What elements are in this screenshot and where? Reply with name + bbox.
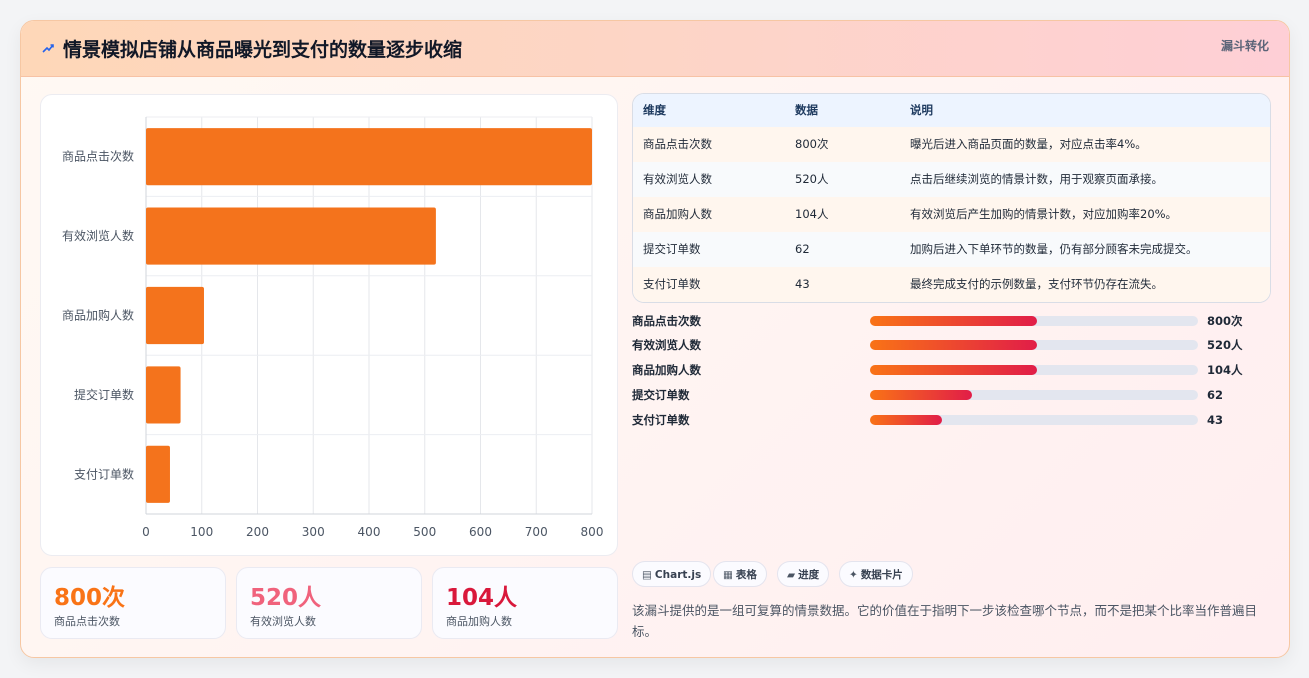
chip-chartjs[interactable]: ▤ Chart.js [632, 561, 712, 587]
progress-fill [870, 390, 972, 400]
progress-label: 商品点击次数 [632, 314, 701, 328]
table-cell: 加购后进入下单环节的数量，仍有部分顾客未完成提交。 [910, 242, 1198, 256]
table-cell: 62 [795, 242, 810, 256]
summary-note: 该漏斗提供的是一组可复算的情景数据。它的价值在于指明下一步该检查哪个节点，而不是… [632, 603, 1258, 639]
table-cell: 43 [795, 277, 810, 291]
table-cell: 最终完成支付的示例数量，支付环节仍存在流失。 [910, 277, 1163, 291]
category-label: 提交订单数 [74, 387, 134, 402]
page-title: 情景模拟店铺从商品曝光到支付的数量逐步收缩 [63, 39, 463, 61]
chip-label: 数据卡片 [860, 569, 903, 581]
bar-chart: 商品点击次数 有效浏览人数 商品加购人数提交订单数支付订单数 0 100 200 300 40… [40, 94, 618, 556]
stat-label: 有效浏览人数 [250, 615, 316, 628]
category-label: 有效浏览人数 [62, 228, 134, 243]
bar [146, 366, 181, 424]
progress-value: 104人 [1207, 363, 1243, 377]
bar [146, 286, 204, 345]
progress-fill [870, 365, 1038, 375]
sparkle-icon: ✦ [849, 569, 858, 581]
stat-value: 800次 [54, 585, 126, 611]
chip-progress[interactable]: ▰ 进度 [777, 561, 830, 587]
funnel-card: 情景模拟店铺从商品曝光到支付的数量逐步收缩 漏斗转化 商品点击次数 有效浏览人数商… [20, 20, 1290, 658]
progress-row: 提交订单数 62 [632, 386, 1272, 404]
progress-row: 有效浏览人数 520人 [632, 336, 1272, 354]
stat-label: 商品点击次数 [54, 615, 120, 628]
table-cell: 曝光后进入商品页面的数量，对应点击率4%。 [910, 137, 1147, 151]
x-tick-label: 100 [190, 525, 213, 539]
table-cell: 520人 [795, 172, 829, 186]
table-cell: 点击后继续浏览的情景计数，用于观察页面承接。 [910, 172, 1163, 186]
progress-track [870, 390, 1198, 400]
column-header: 说明 [910, 103, 933, 117]
bar [146, 128, 592, 186]
x-tick-label: 300 [302, 525, 325, 539]
bar [146, 207, 436, 265]
x-tick-label: 800 [581, 525, 604, 539]
x-tick-label: 700 [525, 525, 548, 539]
table-row: 商品点击次数 800次 曝光后进入商品页面的数量，对应点击率4%。 [633, 127, 1270, 163]
progress-label: 提交订单数 [632, 388, 690, 402]
x-tick-label: 0 [142, 525, 150, 539]
progress-row: 商品点击次数 800次 [632, 312, 1272, 330]
funnel-arrow-icon [42, 44, 54, 53]
x-tick-label: 600 [469, 525, 492, 539]
table-cell: 有效浏览人数 [643, 172, 712, 186]
progress-label: 有效浏览人数 [632, 338, 701, 352]
table-cell: 支付订单数 [643, 277, 701, 291]
stat-card-clicks: 800次 商品点击次数 [40, 567, 226, 639]
category-label: 支付订单数 [74, 466, 134, 481]
chip-label: 表格 [735, 569, 757, 581]
chart-icon: ▤ [642, 569, 652, 581]
table-cell: 提交订单数 [643, 242, 701, 256]
progress-icon: ▰ [787, 569, 796, 581]
progress-track [870, 365, 1198, 375]
progress-track [870, 415, 1198, 425]
stat-label: 商品加购人数 [446, 615, 512, 628]
table-row: 提交订单数 62 加购后进入下单环节的数量，仍有部分顾客未完成提交。 [633, 232, 1270, 268]
progress-row: 商品加购人数 104人 [632, 361, 1272, 379]
card-header: 情景模拟店铺从商品曝光到支付的数量逐步收缩 漏斗转化 [21, 21, 1289, 77]
progress-value: 520人 [1207, 338, 1243, 352]
stat-value: 520人 [250, 585, 322, 611]
table-cell: 商品加购人数 [643, 207, 712, 221]
x-tick-label: 400 [358, 525, 381, 539]
table-cell: 有效浏览后产生加购的情景计数，对应加购率20%。 [910, 207, 1178, 221]
table-cell: 104人 [795, 207, 829, 221]
progress-row: 支付订单数 43 [632, 411, 1272, 429]
table-row: 商品加购人数 104人 有效浏览后产生加购的情景计数，对应加购率20%。 [633, 197, 1270, 233]
table-header-row: 维度 数据 说明 [633, 94, 1270, 128]
x-tick-label: 500 [413, 525, 436, 539]
table-row: 支付订单数 43 最终完成支付的示例数量，支付环节仍存在流失。 [633, 267, 1270, 302]
progress-track [870, 340, 1198, 350]
chip-label: Chart.js [654, 569, 702, 581]
chip-data-card[interactable]: ✦ 数据卡片 [839, 561, 913, 587]
progress-fill [870, 415, 943, 425]
stat-card-addcart: 104人 商品加购人数 [432, 567, 618, 639]
table-cell: 800次 [795, 137, 829, 151]
table-row: 有效浏览人数 520人 点击后继续浏览的情景计数，用于观察页面承接。 [633, 162, 1270, 198]
data-table: 维度 数据 说明 商品点击次数 800次 曝光后进入商品页面的数量，对应点击率4… [632, 93, 1271, 303]
category-label: 商品点击次数 [62, 149, 134, 164]
bar [146, 445, 170, 503]
progress-value: 62 [1207, 388, 1224, 402]
header-tag: 漏斗转化 [1220, 39, 1269, 53]
stat-card-viewers: 520人 有效浏览人数 [236, 567, 422, 639]
progress-value: 800次 [1207, 314, 1243, 328]
x-tick-label: 200 [246, 525, 269, 539]
progress-track [870, 316, 1198, 326]
progress-value: 43 [1207, 413, 1224, 427]
chip-label: 进度 [798, 569, 820, 581]
progress-fill [870, 340, 1038, 350]
table-cell: 商品点击次数 [643, 137, 712, 151]
progress-label: 商品加购人数 [632, 363, 701, 377]
column-header: 数据 [795, 103, 818, 117]
chip-table[interactable]: ▦ 表格 [713, 561, 767, 587]
category-label: 商品加购人数 [62, 308, 134, 323]
column-header: 维度 [643, 103, 666, 117]
table-icon: ▦ [723, 569, 733, 581]
progress-label: 支付订单数 [632, 413, 690, 427]
stat-value: 104人 [446, 585, 518, 611]
progress-fill [870, 316, 1038, 326]
